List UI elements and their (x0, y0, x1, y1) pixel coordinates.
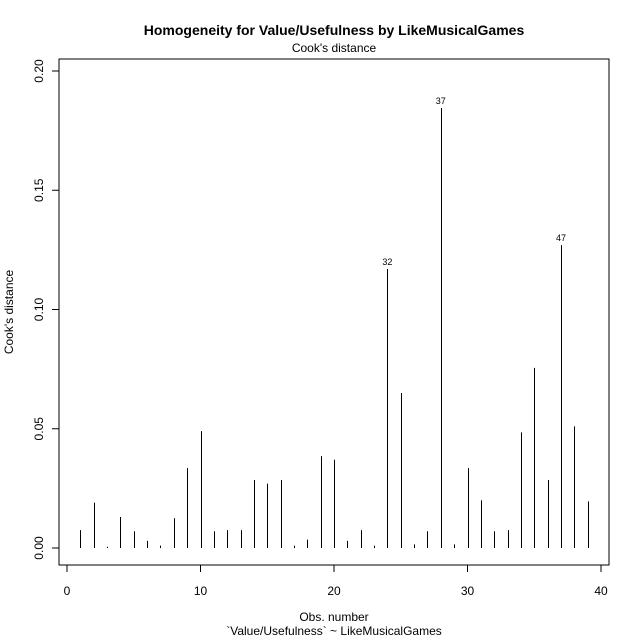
x-tick-label: 10 (194, 584, 208, 598)
x-axis: 0 10 20 30 40 (64, 565, 608, 598)
x-axis-sublabel: `Value/Usefulness` ~ LikeMusicalGames (226, 624, 442, 638)
x-tick-label: 40 (594, 584, 608, 598)
y-axis: 0.00 0.05 0.10 0.15 0.20 (32, 59, 59, 560)
point-label: 37 (436, 96, 446, 106)
y-tick-label: 0.10 (32, 297, 46, 321)
y-tick-label: 0.15 (32, 178, 46, 202)
chart-title: Homogeneity for Value/Usefulness by Like… (144, 22, 525, 38)
point-annotations: 32 37 47 (382, 96, 566, 267)
x-tick-label: 0 (64, 584, 71, 598)
point-label: 47 (556, 233, 566, 243)
y-tick-label: 0.20 (32, 59, 46, 83)
x-tick-label: 30 (461, 584, 475, 598)
chart-subtitle: Cook's distance (292, 41, 377, 55)
y-tick-label: 0.00 (32, 536, 46, 560)
y-tick-label: 0.05 (32, 417, 46, 441)
spike-series (80, 107, 589, 548)
point-label: 32 (382, 257, 392, 267)
x-axis-label: Obs. number (299, 610, 368, 624)
x-tick-label: 20 (327, 584, 341, 598)
y-axis-label: Cook's distance (2, 270, 16, 355)
